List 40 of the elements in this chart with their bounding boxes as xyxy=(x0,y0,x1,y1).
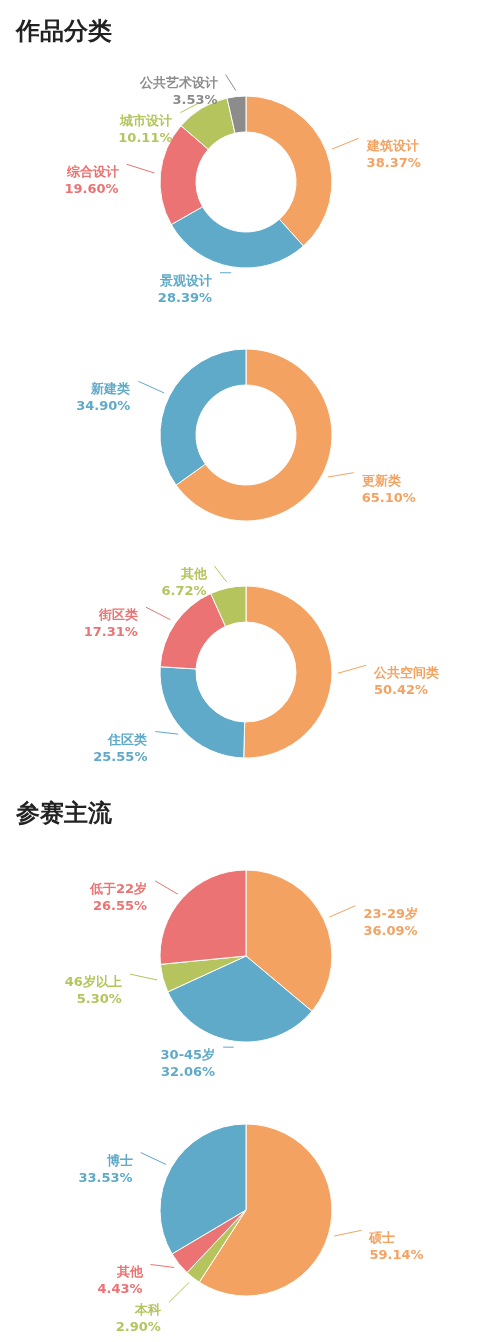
data-label: 38.37% xyxy=(366,155,421,171)
slice-label: 城市设计 xyxy=(119,112,173,128)
data-label: 28.39% xyxy=(157,289,213,305)
data-label: 32.06% xyxy=(160,1064,216,1080)
data-label: 65.10% xyxy=(361,489,416,505)
data-label: 4.43% xyxy=(97,1281,143,1297)
slice-label: 本科 xyxy=(133,1302,161,1318)
data-label: 34.90% xyxy=(76,398,131,414)
slice-label: 综合设计 xyxy=(65,164,119,180)
slice-label: 30-45岁 xyxy=(160,1047,216,1063)
data-label: 59.14% xyxy=(369,1247,424,1263)
slice-label: 46岁以上 xyxy=(64,974,122,990)
chart-title: 参赛主流 xyxy=(15,799,113,827)
slice-label: 公共空间类 xyxy=(372,665,439,681)
slice-label: 硕士 xyxy=(368,1230,396,1246)
data-label: 6.72% xyxy=(161,583,207,599)
slice-label: 其他 xyxy=(115,1264,144,1280)
slice-label: 23-29岁 xyxy=(363,905,419,921)
slice-label: 其他 xyxy=(179,566,208,582)
slice-label: 新建类 xyxy=(90,381,131,397)
slice-label: 更新类 xyxy=(361,472,401,488)
slice-label: 博士 xyxy=(105,1152,133,1168)
data-label: 50.42% xyxy=(373,682,429,698)
slice-label: 建筑设计 xyxy=(365,138,419,154)
data-label: 10.11% xyxy=(118,129,173,145)
data-label: 17.31% xyxy=(83,624,138,640)
data-label: 36.09% xyxy=(363,922,418,938)
data-label: 19.60% xyxy=(64,181,119,197)
slice-label: 街区类 xyxy=(97,607,138,623)
slice-label: 住区类 xyxy=(107,731,148,747)
data-label: 2.90% xyxy=(115,1319,161,1335)
data-label: 5.30% xyxy=(76,991,122,1007)
slice-label: 景观设计 xyxy=(159,272,213,288)
data-label: 25.55% xyxy=(93,748,148,764)
slice-label: 公共艺术设计 xyxy=(138,74,218,90)
chart-title: 作品分类 xyxy=(15,17,112,46)
slice-label: 低于22岁 xyxy=(88,880,148,896)
data-label: 33.53% xyxy=(78,1169,133,1185)
data-label: 3.53% xyxy=(172,91,218,107)
data-label: 26.55% xyxy=(92,897,148,913)
